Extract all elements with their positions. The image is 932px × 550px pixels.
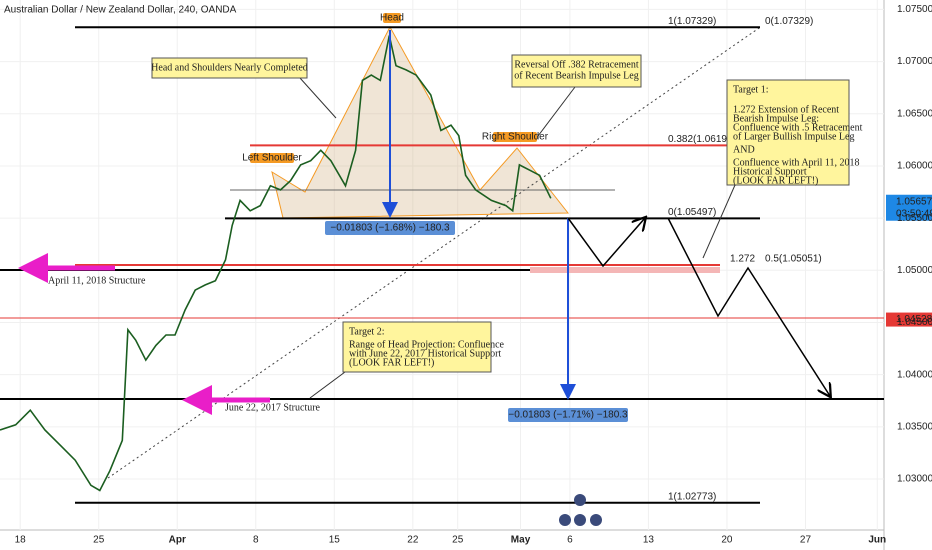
pattern-tag [493,132,537,142]
y-tick-label: 1.05000 [897,265,932,276]
x-tick-label: 22 [407,535,419,546]
measure-tag [508,408,628,422]
x-tick-label: Jun [868,535,886,546]
callout-text: with June 22, 2017 Historical Support [349,348,501,359]
x-tick-label: 18 [15,535,27,546]
price-tag-label: 1.05657 [896,196,932,207]
callout-box [726,79,850,186]
price-tag [886,312,932,327]
level-label: 1(1.07329) [668,16,716,27]
callout-text: Reversal Off .382 Retracement [514,59,638,70]
callout-text: Target 2: [349,326,385,337]
level-label: 0(1.07329) [765,16,813,27]
y-tick-label: 1.06500 [897,108,932,119]
level-label: 0.5(1.05051) [765,254,822,265]
callout-text: Confluence with .5 Retracement [733,122,863,133]
y-tick-label: 1.07500 [897,4,932,15]
x-tick-label: 15 [329,535,341,546]
pointer [299,77,337,119]
measure-tag [325,221,455,235]
price-tag-time: 03:50:49 [896,208,932,219]
price-tag [886,194,932,221]
callout-text: (LOOK FAR LEFT!) [349,357,434,368]
x-tick-label: 25 [93,535,105,546]
x-tick-label: Apr [169,535,186,546]
x-tick-label: 27 [800,535,812,546]
pointer [309,371,346,399]
callout-text: Head and Shoulders Nearly Completed [151,62,308,73]
event-icon [590,514,602,526]
structure-label: April 11, 2018 Structure [48,275,146,286]
callout-box [342,321,492,373]
chart-title: Australian Dollar / New Zealand Dollar, … [4,5,237,16]
y-tick-label: 1.07000 [897,56,932,67]
callout-text: Bearish Impulse Leg: [733,113,819,124]
level-label: 1.272 [730,254,755,265]
event-icon [559,514,571,526]
callout-text: (LOOK FAR LEFT!) [733,175,818,186]
callout-text: of Larger Bullish Impulse Leg [733,131,854,142]
y-tick-label: 1.04500 [897,317,932,328]
y-tick-label: 1.03500 [897,421,932,432]
price-line [0,35,552,492]
structure-label: June 22, 2017 Structure [225,402,321,413]
measure-label: −0.01803 (−1.71%) −180.3 [508,410,628,421]
callout-box [151,57,308,79]
callout-text: AND [733,144,755,155]
event-icon [574,494,586,506]
level-label: 0.382(1.06197) [668,134,736,145]
callout-text: Confluence with April 11, 2018 [733,157,860,168]
projection [567,218,645,268]
callout-text: Historical Support [733,166,807,177]
price-tag-label: 1.04528 [896,314,932,325]
callout-box [511,54,642,88]
event-icon [574,514,586,526]
pattern-tag [250,153,294,163]
x-tick-label: 8 [253,535,259,546]
x-tick-label: May [511,535,531,546]
pointer [534,86,576,141]
y-tick-label: 1.04000 [897,369,932,380]
level-label: 0(1.05497) [668,207,716,218]
x-tick-label: 25 [452,535,464,546]
pointer [702,184,736,259]
pattern-label: Right Shoulder [482,132,549,143]
pattern-label: Left Shoulder [242,153,302,164]
pattern-label: Head [380,13,404,24]
level-label: 1(1.02773) [668,491,716,502]
measure-label: −0.01803 (−1.68%) −180.3 [330,223,450,234]
callout-text: 1.272 Extension of Recent [733,104,839,115]
pattern-tag [383,13,401,23]
x-tick-label: 13 [643,535,655,546]
callout-text: Range of Head Projection: Confluence [349,339,505,350]
y-tick-label: 1.06000 [897,161,932,172]
x-tick-label: 20 [721,535,733,546]
projection [667,217,830,396]
y-tick-label: 1.05500 [897,213,932,224]
y-tick-label: 1.03000 [897,474,932,485]
callout-text: Target 1: [733,84,769,95]
x-tick-label: 6 [567,535,573,546]
callout-text: of Recent Bearish Impulse Leg [514,70,638,81]
